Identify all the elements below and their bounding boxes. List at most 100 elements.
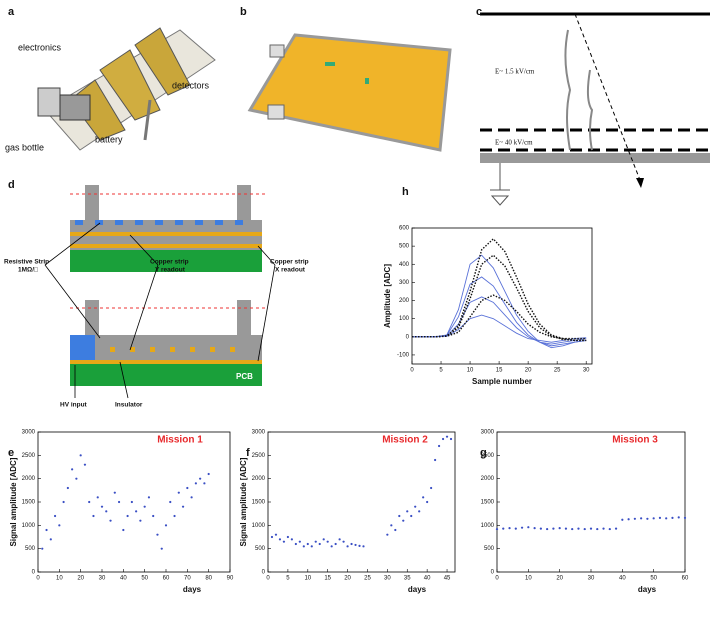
annotation: Resistive Strip	[4, 259, 49, 266]
data-point	[294, 542, 297, 546]
annotation: E~ 1.5 kV/cm	[495, 68, 535, 76]
y-tick-label: 300	[399, 280, 410, 286]
data-point	[326, 540, 329, 543]
data-point	[614, 527, 618, 530]
data-point	[88, 500, 91, 504]
x-axis-label: days	[638, 585, 657, 594]
data-point	[437, 444, 441, 448]
data-point	[539, 527, 542, 530]
data-point	[683, 516, 687, 519]
data-point	[139, 519, 142, 522]
y-tick-label: 500	[399, 244, 410, 250]
data-point	[495, 527, 499, 531]
x-tick-label: 0	[410, 368, 414, 374]
data-point	[665, 517, 668, 520]
y-tick-label: 500	[25, 546, 36, 552]
annotation: Y readout	[155, 267, 186, 274]
x-tick-label: 90	[227, 576, 234, 582]
data-point	[71, 468, 74, 471]
data-point	[274, 533, 278, 536]
x-tick-label: 50	[650, 576, 657, 582]
data-point	[49, 538, 52, 541]
chart-title: Mission 3	[612, 435, 658, 446]
data-point	[298, 540, 301, 543]
data-point	[520, 526, 524, 529]
data-point	[508, 527, 511, 530]
annotation: battery	[95, 134, 123, 144]
data-point	[278, 538, 282, 541]
x-tick-label: 0	[495, 576, 499, 582]
photo-b	[247, 33, 452, 152]
data-point	[358, 544, 361, 547]
x-tick-label: 20	[77, 576, 84, 582]
x-tick-label: 30	[384, 576, 391, 582]
y-axis-label: Signal amplitude [ADC]	[9, 457, 18, 546]
data-point	[117, 500, 121, 504]
data-point	[156, 533, 159, 536]
data-point	[596, 527, 599, 531]
data-point	[621, 518, 624, 521]
data-point	[270, 535, 274, 539]
data-point	[282, 540, 286, 543]
data-point	[552, 527, 555, 530]
data-point	[502, 527, 505, 530]
y-tick-label: 1500	[22, 500, 36, 506]
chart-title: Mission 2	[382, 435, 428, 446]
x-tick-label: 10	[467, 368, 474, 374]
data-point	[410, 514, 413, 518]
data-point	[406, 510, 409, 513]
data-point	[362, 545, 365, 548]
y-tick-label: 2500	[252, 453, 266, 459]
data-point	[160, 547, 163, 550]
diagram-c	[480, 12, 710, 206]
data-point	[583, 527, 586, 531]
data-point	[434, 458, 437, 462]
y-tick-label: 2500	[481, 453, 495, 459]
x-tick-label: 5	[439, 368, 443, 374]
data-point	[608, 527, 611, 531]
panel-label: f	[246, 447, 250, 459]
data-point	[677, 516, 680, 519]
pulse-line	[412, 254, 587, 342]
panel-label: g	[480, 447, 487, 459]
data-point	[640, 517, 643, 520]
data-point	[514, 527, 517, 530]
data-point	[113, 491, 116, 494]
x-tick-label: 0	[36, 576, 40, 582]
data-point	[58, 524, 61, 527]
x-tick-label: 40	[120, 576, 127, 582]
data-point	[109, 519, 112, 522]
panel-label: a	[8, 6, 15, 18]
data-point	[602, 527, 605, 530]
y-tick-label: 1500	[252, 500, 266, 506]
x-tick-label: 35	[404, 576, 411, 582]
data-point	[164, 524, 168, 527]
data-point	[181, 505, 185, 508]
y-tick-label: 2000	[481, 476, 495, 482]
x-tick-label: 80	[205, 576, 212, 582]
data-point	[302, 545, 305, 548]
x-tick-label: 15	[496, 368, 503, 374]
data-point	[100, 505, 104, 508]
data-point	[334, 542, 337, 546]
y-tick-label: 1500	[481, 500, 495, 506]
x-tick-label: 20	[344, 576, 351, 582]
y-tick-label: 0	[491, 570, 495, 576]
y-tick-label: 3000	[22, 430, 36, 436]
annotation: HV input	[60, 402, 88, 409]
data-point	[126, 514, 129, 518]
y-tick-label: 600	[399, 226, 410, 232]
annotation: gas bottle	[5, 142, 44, 152]
y-tick-label: 100	[399, 316, 410, 322]
data-point	[426, 500, 429, 504]
data-point	[546, 527, 549, 531]
data-point	[350, 542, 353, 546]
annotation: Copper strip	[270, 259, 309, 266]
data-point	[143, 505, 146, 508]
pulse-line	[412, 314, 587, 343]
data-point	[658, 516, 662, 519]
data-point	[147, 496, 151, 499]
data-point	[633, 517, 636, 520]
data-point	[322, 538, 325, 541]
